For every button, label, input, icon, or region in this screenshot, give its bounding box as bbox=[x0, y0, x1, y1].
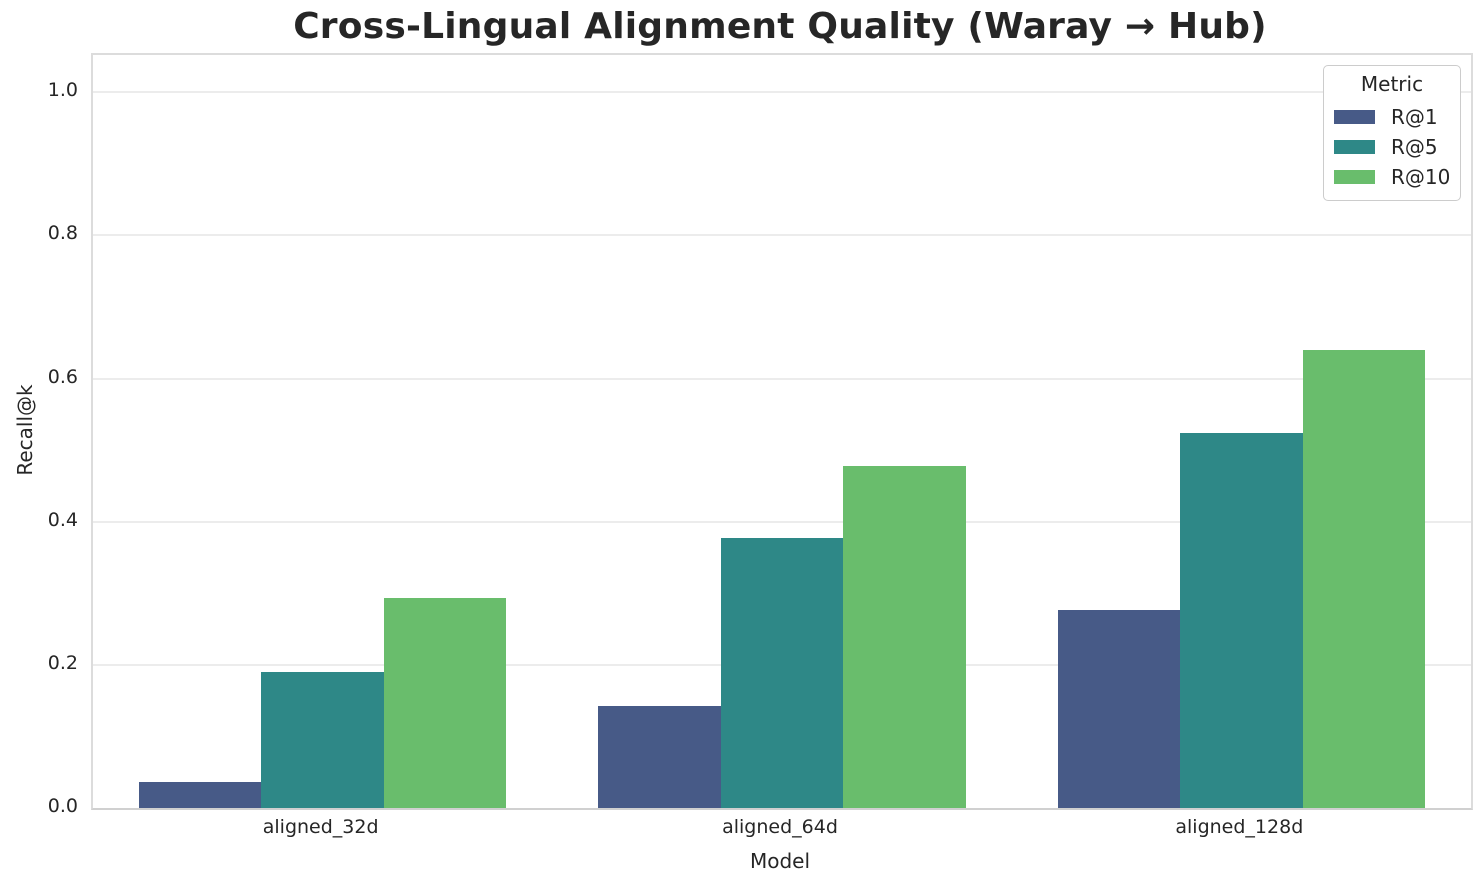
gridline-y-0.4 bbox=[93, 520, 1471, 523]
legend-swatch-icon bbox=[1334, 170, 1375, 184]
bar-aligned_32d-R@10 bbox=[383, 597, 507, 808]
bar-aligned_128d-R@1 bbox=[1057, 609, 1181, 808]
bar-aligned_64d-R@10 bbox=[843, 465, 966, 808]
legend-entry-R@5: R@5 bbox=[1324, 132, 1460, 162]
x-tick-label-aligned_128d: aligned_128d bbox=[1175, 816, 1304, 838]
gridline-y-0.8 bbox=[93, 234, 1471, 237]
y-tick-label: 0.2 bbox=[47, 651, 78, 674]
legend-swatch-icon bbox=[1334, 140, 1375, 154]
y-axis-label: Recall@k bbox=[13, 384, 37, 476]
y-tick-label: 0.8 bbox=[47, 222, 78, 245]
legend: Metric R@1 R@5 R@10 bbox=[1323, 65, 1461, 201]
bar-aligned_128d-R@10 bbox=[1302, 349, 1426, 808]
x-tick-label-aligned_32d: aligned_32d bbox=[262, 816, 379, 838]
legend-swatch-icon bbox=[1334, 110, 1375, 124]
gridline-y-0.6 bbox=[93, 377, 1471, 380]
legend-entry-R@10: R@10 bbox=[1324, 162, 1460, 192]
legend-entry-R@1: R@1 bbox=[1324, 102, 1460, 132]
x-tick-label-aligned_64d: aligned_64d bbox=[722, 816, 838, 838]
gridline-y-1.0 bbox=[93, 91, 1471, 94]
legend-label: R@5 bbox=[1391, 135, 1438, 159]
bar-aligned_32d-R@1 bbox=[138, 782, 262, 808]
y-tick-label: 0.0 bbox=[47, 795, 78, 817]
bar-aligned_128d-R@5 bbox=[1180, 432, 1303, 808]
x-axis-label: Model bbox=[749, 849, 811, 873]
legend-label: R@1 bbox=[1391, 105, 1438, 129]
y-tick-label: 0.6 bbox=[47, 365, 78, 388]
plot-area: Metric R@1 R@5 R@10 bbox=[91, 53, 1473, 810]
chart-title: Cross-Lingual Alignment Quality (Waray →… bbox=[293, 6, 1267, 47]
legend-label: R@10 bbox=[1391, 165, 1451, 189]
bar-aligned_32d-R@5 bbox=[261, 672, 384, 808]
bar-aligned_64d-R@1 bbox=[598, 705, 721, 808]
y-tick-label: 1.0 bbox=[47, 79, 78, 102]
bar-aligned_64d-R@5 bbox=[720, 538, 844, 808]
legend-title: Metric bbox=[1360, 72, 1424, 96]
y-tick-label: 0.4 bbox=[47, 508, 78, 531]
